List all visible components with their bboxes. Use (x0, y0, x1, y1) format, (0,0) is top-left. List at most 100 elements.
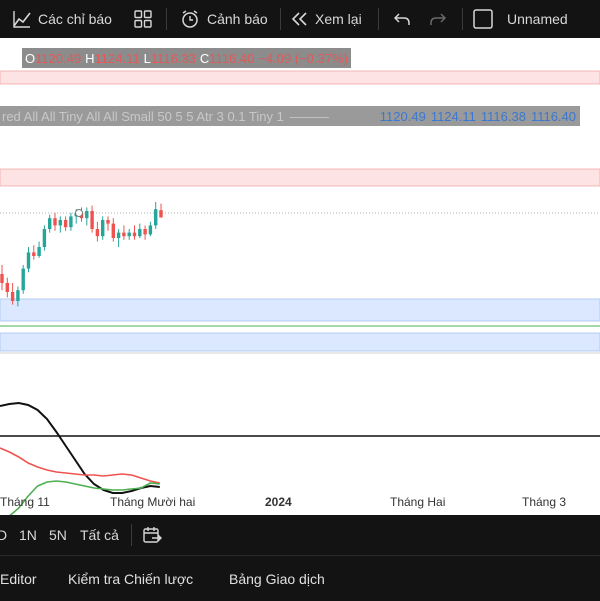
high-label: H (85, 50, 95, 66)
chart-canvas[interactable] (0, 38, 600, 515)
time-axis-label: 2024 (265, 495, 292, 509)
candle-body (143, 229, 147, 235)
oscillator-red-line (0, 447, 160, 484)
candle-body (101, 220, 105, 237)
tab-label: Bảng Giao dịch (229, 570, 325, 587)
candle-body (127, 232, 131, 237)
layout-name: Unnamed (507, 11, 568, 27)
candle-body (116, 232, 121, 238)
redo-button[interactable] (430, 0, 446, 38)
indicators-label: Các chỉ báo (38, 11, 112, 27)
replay-button[interactable]: Xem lại (291, 0, 362, 38)
oscillator-group (0, 401, 160, 515)
tab-label: Editor (0, 570, 37, 587)
undo-button[interactable] (394, 0, 410, 38)
resistance-zone-lower (0, 168, 600, 187)
candle-body (122, 232, 126, 237)
toolbar-divider (462, 8, 463, 30)
goto-date-button[interactable] (142, 515, 162, 555)
candle-body (5, 283, 9, 292)
replay-label: Xem lại (315, 11, 362, 27)
range-button-1y[interactable]: 1N (19, 515, 37, 555)
candle-body (53, 218, 57, 226)
candle-body (0, 274, 4, 283)
indicator-dash: ——— (289, 108, 329, 124)
candle-body (42, 229, 47, 247)
toolbar-divider (378, 8, 379, 30)
candle-body (138, 229, 142, 237)
indicator-value: 1120.49 (379, 108, 426, 124)
candle-body (148, 225, 153, 235)
toolbar-divider (166, 8, 167, 30)
top-toolbar: Các chỉ báo Cảnh báo Xem lại Unnamed (0, 0, 600, 38)
candle-body (69, 216, 73, 228)
templates-button[interactable] (134, 0, 152, 38)
open-label: O (25, 50, 36, 66)
candle-body (21, 268, 25, 291)
candle-body (37, 247, 41, 256)
oscillator-green-line (9, 480, 160, 515)
alarm-clock-icon (182, 10, 198, 28)
close-label: C (199, 50, 210, 66)
bottom-tab-bar: Editor Kiểm tra Chiến lược Bảng Giao dịc… (0, 555, 600, 601)
range-label: Tất cả (80, 527, 119, 543)
chart-area[interactable]: O 1120.49 H 1124.11 L 1116.33 C 1116.40 … (0, 38, 600, 515)
layout-square-icon (473, 9, 493, 29)
indicators-button[interactable]: Các chỉ báo (12, 0, 112, 38)
range-button-5y[interactable]: 5N (49, 515, 67, 555)
oscillator-black-line (0, 401, 160, 494)
toolbar-divider (131, 524, 132, 546)
low-label: L (143, 50, 151, 66)
candle-body (132, 232, 137, 237)
candle-body (48, 218, 52, 229)
candle-body (32, 252, 36, 256)
time-axis-label: Tháng 3 (522, 495, 567, 509)
open-value: 1120.49 (35, 50, 82, 66)
support-zone-upper (0, 298, 600, 322)
indicator-value: 1124.11 (430, 108, 476, 124)
candle-body (58, 220, 62, 226)
candle-body (85, 211, 89, 219)
time-axis-label: Tháng 11 (0, 495, 50, 509)
tab-trading-panel[interactable]: Bảng Giao dịch (229, 556, 325, 601)
time-axis-label: Tháng Mười hai (110, 495, 196, 509)
change-value: −4.09 (−0.37%) (258, 50, 348, 66)
range-label: D (0, 527, 8, 543)
calendar-goto-icon (143, 527, 162, 543)
candles-group (0, 202, 163, 307)
candle-body (95, 229, 100, 237)
close-value: 1116.40 (209, 50, 255, 66)
indicators-icon (13, 11, 31, 28)
range-label: 5N (49, 527, 67, 543)
range-label: 1N (19, 527, 37, 543)
ohlc-legend: O 1120.49 H 1124.11 L 1116.33 C 1116.40 … (22, 48, 351, 68)
grid-icon (134, 10, 152, 28)
low-value: 1116.33 (150, 50, 196, 66)
indicator-legend-row[interactable]: red All All Tiny All All Small 50 5 5 At… (0, 106, 580, 126)
undo-icon (394, 13, 410, 25)
candle-body (159, 210, 163, 218)
high-value: 1124.11 (94, 50, 140, 66)
candle-body (154, 209, 158, 226)
support-zone-lower (0, 332, 600, 352)
indicator-value: 1116.40 (530, 108, 576, 124)
range-button-all[interactable]: Tất cả (80, 515, 119, 555)
candle-body (26, 252, 31, 269)
layout-name-button[interactable]: Unnamed (473, 0, 568, 38)
cursor-marker (75, 209, 83, 217)
rewind-icon (291, 12, 307, 26)
alerts-label: Cảnh báo (207, 11, 268, 27)
toolbar-divider (280, 8, 281, 30)
candle-body (63, 220, 68, 228)
resistance-zone-upper (0, 70, 600, 85)
candle-body (111, 223, 115, 238)
redo-icon (430, 13, 446, 25)
indicator-name: red All All Tiny All All Small 50 5 5 At… (2, 108, 284, 124)
tab-label: Kiểm tra Chiến lược (68, 570, 194, 587)
range-button-day[interactable]: D (0, 515, 7, 555)
indicator-value: 1116.38 (480, 108, 526, 124)
alerts-button[interactable]: Cảnh báo (180, 0, 268, 38)
candle-body (10, 292, 15, 301)
tab-strategy-tester[interactable]: Kiểm tra Chiến lược (68, 556, 193, 601)
tab-editor[interactable]: Editor (0, 556, 37, 601)
